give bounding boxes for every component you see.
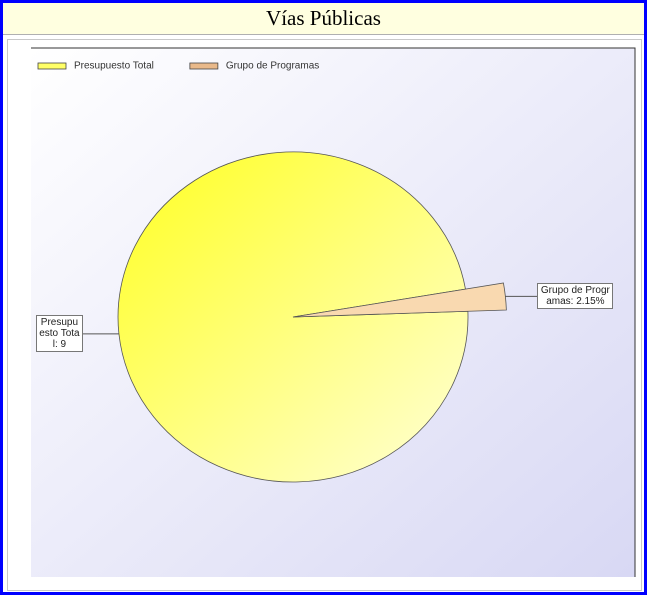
panel-title: Vías Públicas <box>3 3 644 35</box>
panel-body <box>7 39 642 591</box>
plot-border <box>31 47 636 577</box>
legend-label: Grupo de Programas <box>226 61 319 72</box>
legend-label: Presupuesto Total <box>74 61 154 72</box>
slice-label: Presupuesto Total: 9 <box>35 315 83 353</box>
legend-swatch <box>37 62 67 70</box>
legend-swatch <box>189 62 219 70</box>
slice-label: Grupo de Programas: 2.15% <box>537 283 614 310</box>
